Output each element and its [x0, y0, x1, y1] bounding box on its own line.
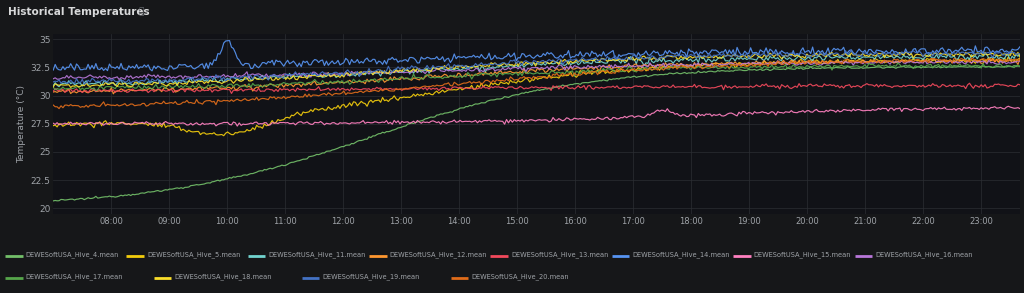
Text: DEWESoftUSA_Hive_19.mean: DEWESoftUSA_Hive_19.mean	[323, 273, 420, 280]
Text: DEWESoftUSA_Hive_16.mean: DEWESoftUSA_Hive_16.mean	[874, 251, 973, 258]
Text: ⓘ: ⓘ	[138, 7, 143, 16]
Text: DEWESoftUSA_Hive_18.mean: DEWESoftUSA_Hive_18.mean	[174, 273, 271, 280]
Y-axis label: Temperature (°C): Temperature (°C)	[17, 85, 27, 163]
Text: DEWESoftUSA_Hive_20.mean: DEWESoftUSA_Hive_20.mean	[471, 273, 568, 280]
Text: DEWESoftUSA_Hive_15.mean: DEWESoftUSA_Hive_15.mean	[754, 251, 851, 258]
Text: DEWESoftUSA_Hive_4.mean: DEWESoftUSA_Hive_4.mean	[26, 251, 119, 258]
Text: DEWESoftUSA_Hive_17.mean: DEWESoftUSA_Hive_17.mean	[26, 273, 123, 280]
Text: DEWESoftUSA_Hive_14.mean: DEWESoftUSA_Hive_14.mean	[633, 251, 730, 258]
Text: DEWESoftUSA_Hive_12.mean: DEWESoftUSA_Hive_12.mean	[389, 251, 487, 258]
Text: DEWESoftUSA_Hive_13.mean: DEWESoftUSA_Hive_13.mean	[511, 251, 608, 258]
Text: DEWESoftUSA_Hive_11.mean: DEWESoftUSA_Hive_11.mean	[268, 251, 366, 258]
Text: DEWESoftUSA_Hive_5.mean: DEWESoftUSA_Hive_5.mean	[147, 251, 241, 258]
Text: Historical Temperatures: Historical Temperatures	[8, 7, 150, 17]
